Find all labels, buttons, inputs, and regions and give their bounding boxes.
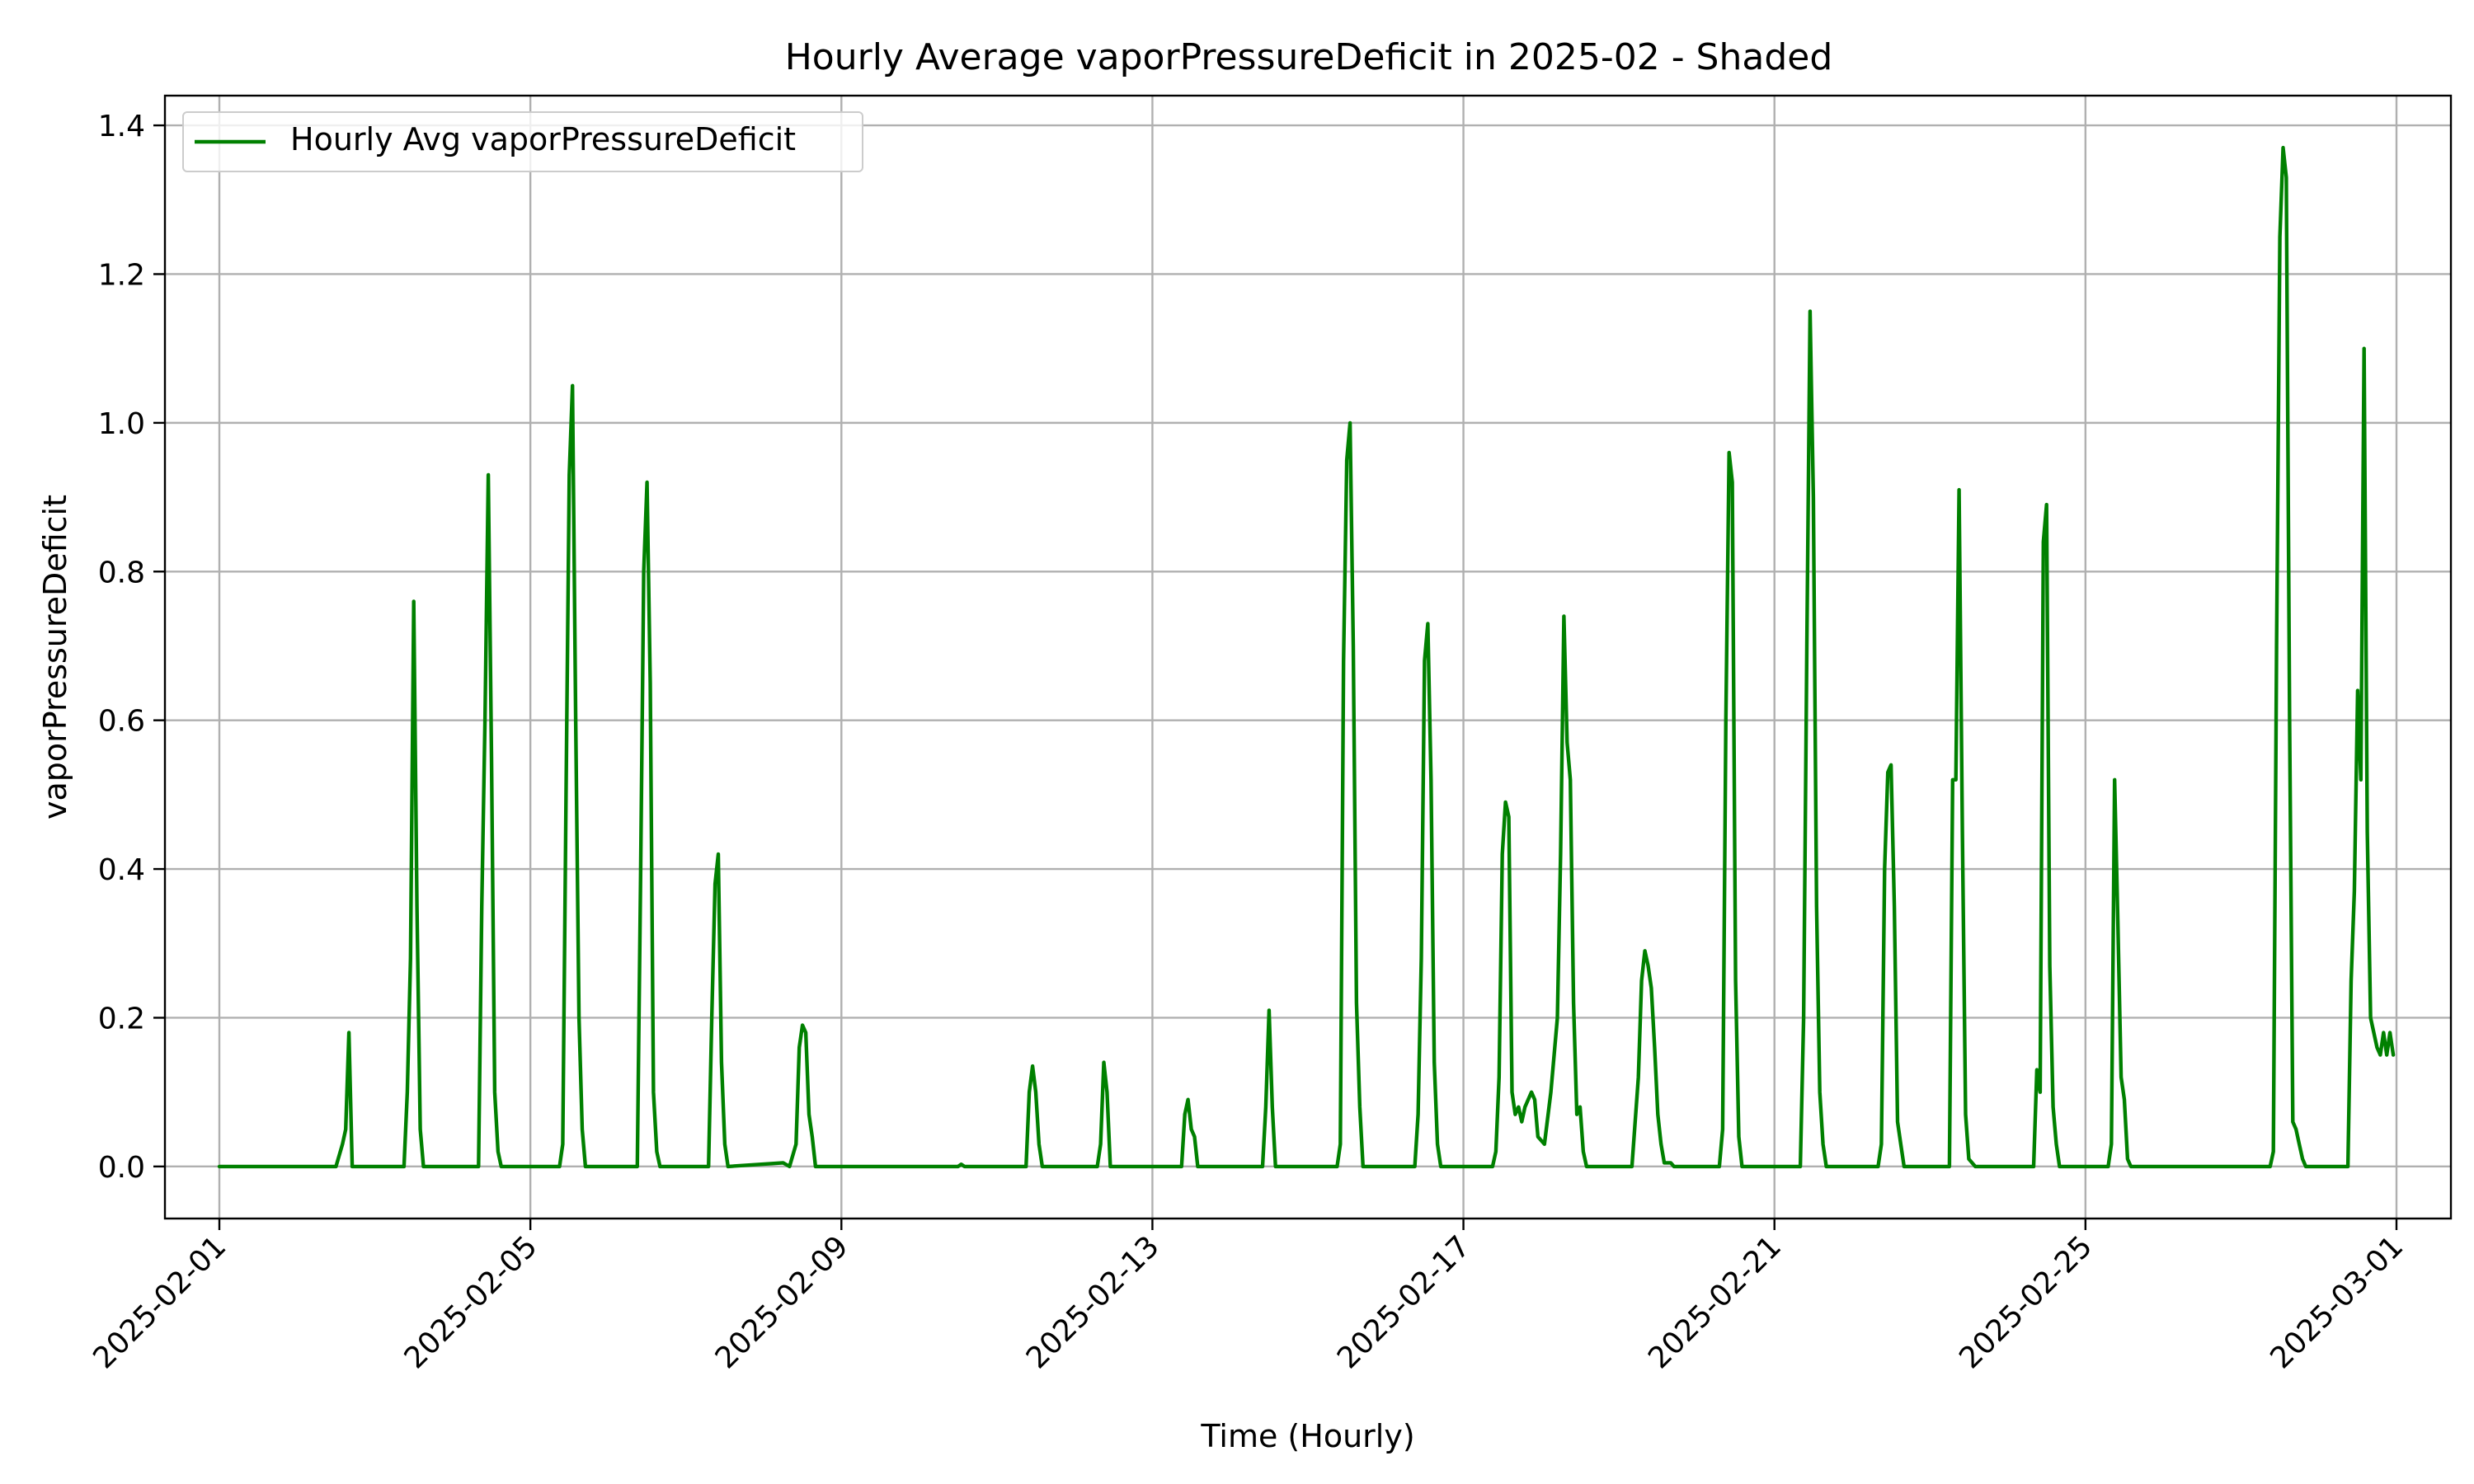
- y-tick-label: 1.0: [98, 407, 145, 441]
- legend-box: [182, 111, 863, 172]
- legend-label: Hourly Avg vaporPressureDeficit: [290, 121, 796, 157]
- y-tick-label: 0.8: [98, 556, 145, 589]
- grid: [165, 96, 2451, 1219]
- y-tick-label: 0.4: [98, 853, 145, 887]
- x-axis-label: Time (Hourly): [1200, 1418, 1414, 1454]
- y-tick-label: 0.0: [98, 1151, 145, 1185]
- plot-frame: [163, 94, 2453, 1220]
- y-tick-label: 1.4: [98, 110, 145, 143]
- series-layer: [217, 145, 2396, 1169]
- y-tick-label: 0.6: [98, 705, 145, 739]
- y-tick-label: 0.2: [98, 1002, 145, 1036]
- y-axis-label: vaporPressureDeficit: [37, 495, 73, 819]
- series-line: [217, 145, 2396, 1169]
- legend: Hourly Avg vaporPressureDeficit: [182, 111, 863, 172]
- y-tick-label: 1.2: [98, 258, 145, 292]
- chart-title: Hourly Average vaporPressureDeficit in 2…: [785, 36, 1833, 78]
